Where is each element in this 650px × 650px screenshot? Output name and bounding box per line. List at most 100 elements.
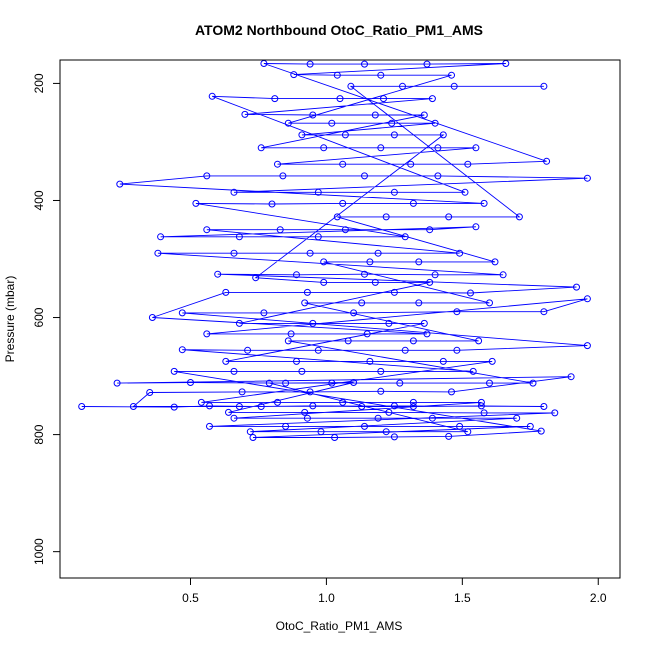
data-point (431, 119, 439, 127)
data-point (551, 409, 559, 417)
data-point (154, 249, 162, 257)
data-point (472, 223, 480, 231)
data-point (371, 111, 379, 119)
data-point (464, 428, 472, 436)
data-point (284, 337, 292, 345)
data-point (230, 367, 238, 375)
data-point (317, 428, 325, 436)
data-point (276, 226, 284, 234)
data-point (361, 270, 368, 278)
data-point (377, 71, 385, 79)
data-point (499, 271, 507, 279)
data-point (513, 414, 521, 422)
data-point (203, 226, 211, 234)
data-point (252, 274, 260, 282)
data-point (170, 403, 178, 411)
y-tick-label: 600 (32, 307, 46, 327)
data-point (157, 233, 165, 241)
data-point (314, 188, 322, 196)
data-point (491, 258, 499, 266)
data-point (467, 289, 474, 297)
data-point (396, 379, 404, 387)
data-point (129, 403, 137, 410)
data-point (341, 226, 349, 234)
data-point (78, 403, 86, 410)
data-point (480, 409, 488, 417)
data-point (314, 233, 322, 241)
data-point (385, 408, 393, 416)
data-point (567, 373, 575, 381)
data-point (377, 144, 385, 152)
data-point (293, 357, 300, 365)
data-point (456, 249, 464, 257)
data-point (309, 111, 317, 119)
data-point (328, 379, 336, 387)
data-point (428, 95, 436, 103)
data-point (439, 131, 447, 139)
data-point (339, 398, 347, 406)
data-point (192, 199, 200, 207)
data-point (390, 433, 398, 441)
data-point (480, 199, 488, 207)
data-point (477, 402, 485, 410)
data-point (235, 233, 243, 241)
plot-data (78, 60, 591, 441)
data-point (540, 82, 548, 90)
data-point (377, 367, 385, 375)
data-point (426, 226, 434, 234)
data-point (434, 172, 442, 180)
data-point (320, 144, 328, 152)
data-point (257, 403, 265, 410)
data-point (260, 309, 268, 317)
data-point (388, 119, 396, 127)
data-point (420, 111, 428, 119)
data-point (358, 403, 366, 410)
data-point (461, 188, 469, 196)
data-point (583, 295, 591, 303)
data-point (453, 308, 461, 316)
data-point (399, 82, 406, 90)
data-point (274, 398, 281, 406)
data-point (409, 199, 417, 207)
data-point (537, 427, 545, 435)
data-point (309, 319, 317, 327)
plot-frame (59, 59, 621, 579)
data-point (290, 71, 298, 79)
data-point (235, 403, 243, 410)
data-point (298, 131, 306, 139)
data-point (390, 288, 398, 296)
data-point (293, 271, 300, 279)
data-point (475, 337, 483, 345)
data-point (282, 379, 290, 387)
data-point (401, 233, 409, 241)
data-point (306, 388, 314, 396)
data-point (390, 131, 398, 139)
data-point (339, 160, 347, 168)
data-point (148, 314, 156, 321)
data-point (415, 299, 423, 307)
data-point (241, 110, 249, 118)
data-point (230, 249, 238, 257)
data-point (540, 308, 548, 316)
data-point (306, 249, 314, 257)
data-point (529, 379, 537, 387)
data-point (469, 367, 477, 375)
data-point (257, 144, 265, 152)
data-point (448, 388, 455, 396)
data-point (477, 398, 485, 406)
data-point (374, 249, 382, 257)
data-point (320, 258, 328, 266)
data-point (445, 432, 453, 440)
data-point (206, 422, 213, 430)
data-point (320, 278, 328, 286)
data-point (450, 82, 458, 90)
x-axis-label: OtoC_Ratio_PM1_AMS (276, 619, 403, 633)
data-point (382, 428, 390, 436)
y-tick-label: 400 (32, 190, 46, 210)
x-tick-label: 2.0 (590, 591, 607, 605)
data-point (409, 398, 417, 406)
data-point (265, 379, 273, 387)
data-point (363, 330, 371, 338)
data-point (333, 71, 341, 79)
